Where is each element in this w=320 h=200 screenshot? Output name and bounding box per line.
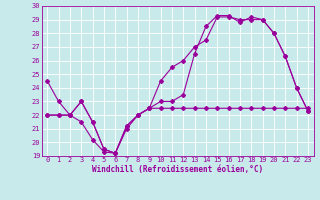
X-axis label: Windchill (Refroidissement éolien,°C): Windchill (Refroidissement éolien,°C) (92, 165, 263, 174)
